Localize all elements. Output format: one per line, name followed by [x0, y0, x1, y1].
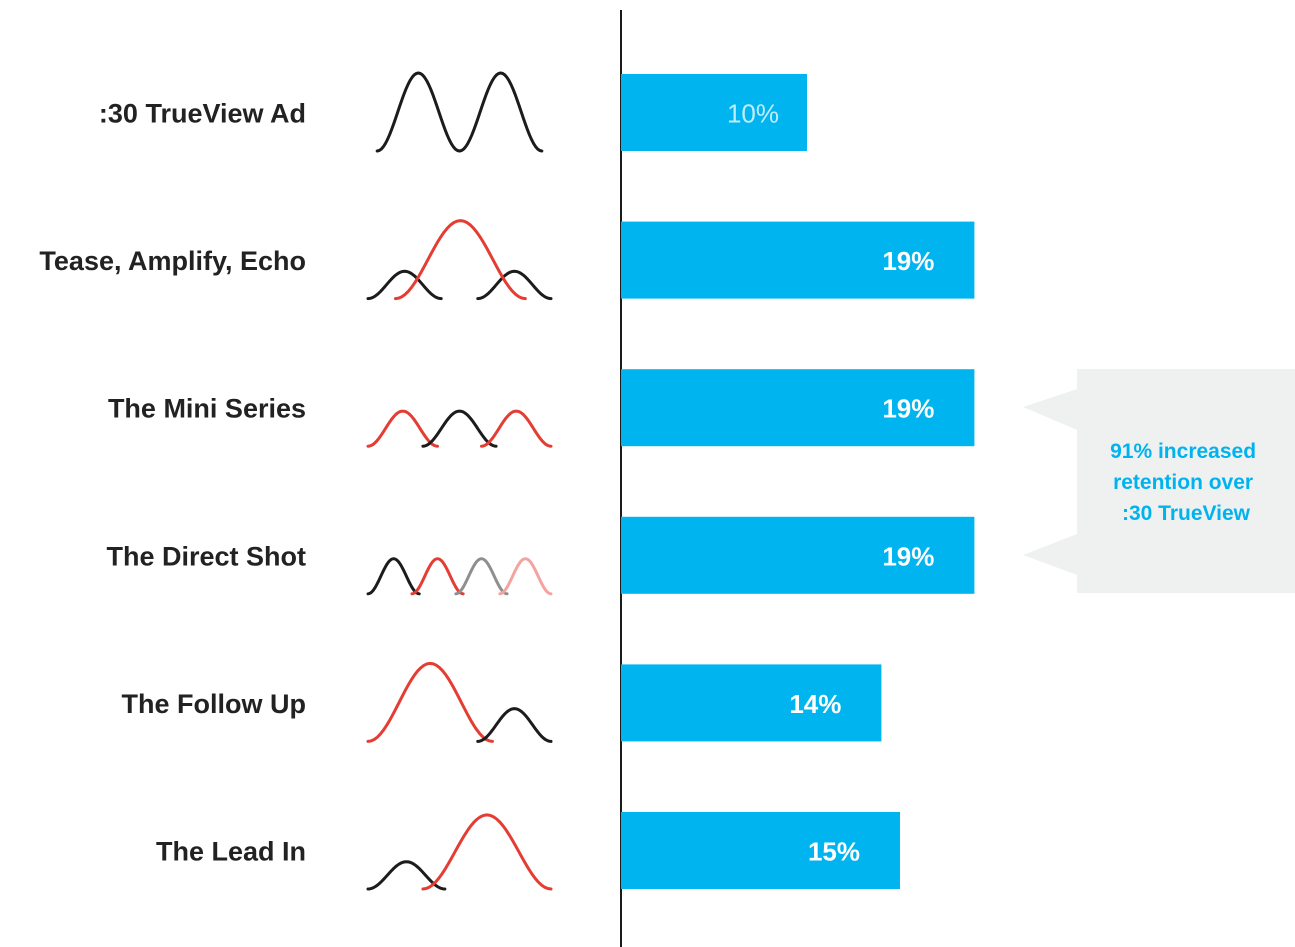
- callout-box: 91% increased retention over :30 TrueVie…: [1023, 369, 1295, 593]
- category-label-the-lead-in: The Lead In: [156, 837, 306, 867]
- wave-icons: [366, 71, 553, 891]
- mini-series-icon-wave-1: [366, 409, 440, 448]
- two-wave-icon-wave-2: [458, 71, 544, 153]
- mini-series-icon-wave-2: [421, 409, 498, 448]
- mini-series-icon: [366, 409, 553, 448]
- mini-series-icon-wave-3: [479, 409, 553, 448]
- category-label-30-trueview-ad: :30 TrueView Ad: [99, 99, 306, 129]
- direct-shot-icon-wave-4: [498, 557, 553, 596]
- follow-up-icon-wave-1: [366, 661, 494, 743]
- tease-amplify-echo-icon: [366, 219, 553, 301]
- callout-background: [1077, 369, 1295, 593]
- tease-amplify-echo-icon-wave-1: [366, 269, 443, 301]
- value-label-the-lead-in: 15%: [808, 837, 860, 867]
- two-wave-icon: [375, 71, 544, 153]
- bar-the-direct-shot: [621, 516, 975, 594]
- tease-amplify-echo-icon-wave-3: [393, 219, 527, 301]
- bar-30-trueview-ad: [621, 74, 807, 151]
- svg-text:91% increased retention: 91% increased retention over :30 TrueVie…: [1110, 440, 1262, 525]
- bar-the-follow-up: [621, 664, 882, 742]
- value-label-the-direct-shot: 19%: [882, 541, 934, 571]
- category-labels: :30 TrueView Ad Tease, Amplify, Echo The M…: [39, 99, 306, 867]
- category-label-tease-amplify-echo: Tease, Amplify, Echo: [39, 246, 306, 276]
- bar-the-mini-series: [621, 369, 975, 447]
- lead-in-icon-wave-1: [366, 860, 447, 891]
- direct-shot-icon-wave-3: [454, 557, 509, 596]
- follow-up-icon-wave-2: [476, 707, 553, 743]
- direct-shot-icon-wave-1: [366, 557, 421, 596]
- direct-shot-icon: [366, 557, 553, 596]
- value-label-the-follow-up: 14%: [789, 689, 841, 719]
- callout-line-2: retention over: [1113, 471, 1253, 494]
- callout-line-3: :30 TrueView: [1122, 502, 1251, 525]
- callout-pointer-bottom: [1023, 534, 1077, 575]
- tease-amplify-echo-icon-wave-2: [476, 269, 553, 301]
- lead-in-icon-wave-2: [421, 813, 553, 891]
- lead-in-icon: [366, 813, 553, 891]
- category-label-the-direct-shot: The Direct Shot: [106, 541, 306, 571]
- value-label-30-trueview-ad: 10%: [727, 99, 779, 129]
- bar-tease-amplify-echo: [621, 221, 975, 299]
- category-label-the-mini-series: The Mini Series: [108, 394, 306, 424]
- bar-the-lead-in: [621, 812, 900, 889]
- direct-shot-icon-wave-2: [410, 557, 465, 596]
- category-label-the-follow-up: The Follow Up: [122, 689, 306, 719]
- two-wave-icon-wave-1: [375, 71, 461, 153]
- callout-pointer-top: [1023, 389, 1077, 430]
- value-label-the-mini-series: 19%: [882, 394, 934, 424]
- value-label-tease-amplify-echo: 19%: [882, 246, 934, 276]
- follow-up-icon: [366, 661, 553, 743]
- bars: 10% 19% 19% 19% 14% 15%: [621, 74, 975, 889]
- callout-line-1: 91% increased: [1110, 440, 1256, 463]
